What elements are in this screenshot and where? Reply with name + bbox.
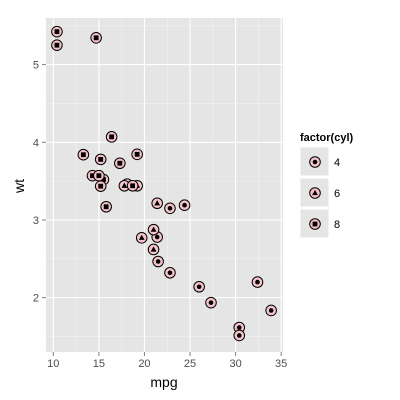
point-cyl-4 [233, 321, 246, 334]
point-cyl-6 [151, 197, 164, 210]
x-tick-label: 25 [184, 358, 196, 370]
legend-label-8: 8 [334, 219, 340, 231]
point-cyl-4 [251, 276, 264, 288]
point-cyl-8 [93, 169, 105, 182]
panel-background [46, 18, 283, 352]
x-tick-label: 20 [138, 358, 150, 370]
point-cyl-4 [164, 266, 176, 279]
point-cyl-4 [178, 199, 191, 211]
x-axis-title: mpg [150, 374, 177, 390]
point-cyl-8 [77, 148, 90, 161]
x-axis: 10 15 20 25 30 35 [47, 352, 287, 370]
y-tick-label: 2 [33, 293, 39, 305]
plot-panel [46, 18, 283, 352]
point-cyl-8 [131, 148, 143, 161]
point-cyl-4 [265, 304, 277, 317]
y-tick-label: 4 [33, 137, 39, 149]
data-points [51, 25, 277, 342]
legend-key-4 [309, 156, 321, 168]
point-cyl-6 [147, 223, 160, 236]
x-tick-label: 35 [275, 358, 287, 370]
point-cyl-4 [205, 296, 217, 309]
point-cyl-6 [147, 243, 160, 256]
point-cyl-6 [135, 232, 148, 244]
point-cyl-8 [126, 179, 139, 192]
legend-key-8 [309, 218, 321, 230]
legend: factor(cyl) 4 6 8 [299, 132, 354, 239]
point-cyl-8 [94, 153, 107, 166]
legend-key-6 [309, 187, 321, 199]
legend-title: factor(cyl) [300, 132, 354, 144]
point-cyl-8 [114, 157, 126, 170]
point-cyl-8 [94, 180, 107, 192]
point-cyl-8 [100, 200, 112, 213]
point-cyl-4 [164, 202, 176, 215]
point-cyl-8 [51, 39, 63, 51]
point-cyl-8 [105, 131, 118, 143]
y-tick-label: 3 [33, 215, 39, 227]
legend-label-6: 6 [334, 188, 340, 200]
point-cyl-4 [152, 255, 164, 268]
y-axis-title: wt [11, 179, 27, 194]
x-tick-label: 15 [93, 358, 105, 370]
point-cyl-4 [193, 280, 205, 293]
legend-label-4: 4 [334, 157, 340, 169]
y-axis: 2 3 4 5 [33, 60, 46, 305]
x-tick-label: 30 [229, 358, 241, 370]
point-cyl-4 [233, 329, 246, 342]
x-tick-label: 10 [47, 358, 59, 370]
y-tick-label: 5 [33, 60, 39, 72]
point-cyl-8 [90, 32, 102, 44]
point-cyl-8 [51, 25, 63, 38]
